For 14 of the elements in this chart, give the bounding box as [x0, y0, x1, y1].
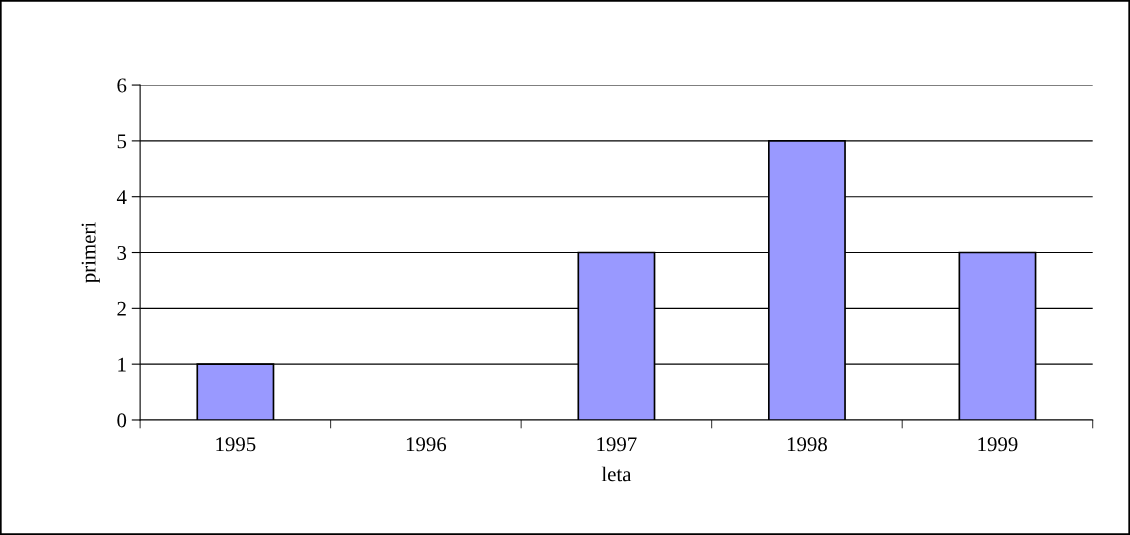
x-tick-label: 1995 — [216, 437, 256, 452]
y-tick-label: 1 — [118, 357, 126, 372]
y-axis-title: primeri — [81, 222, 100, 283]
y-tick-label: 3 — [117, 245, 127, 260]
x-axis-title: leta — [601, 466, 632, 482]
y-tick-label: 6 — [117, 78, 127, 93]
y-tick-label: 0 — [117, 413, 127, 428]
x-tick-label: 1999 — [978, 437, 1018, 452]
x-tick-label: 1996 — [406, 437, 447, 452]
y-tick-label: 5 — [117, 134, 127, 149]
x-tick-label: 1998 — [787, 437, 827, 452]
x-tick-label: 1997 — [597, 437, 637, 452]
y-tick-label: 4 — [116, 190, 127, 204]
y-tick-label: 2 — [117, 301, 126, 316]
